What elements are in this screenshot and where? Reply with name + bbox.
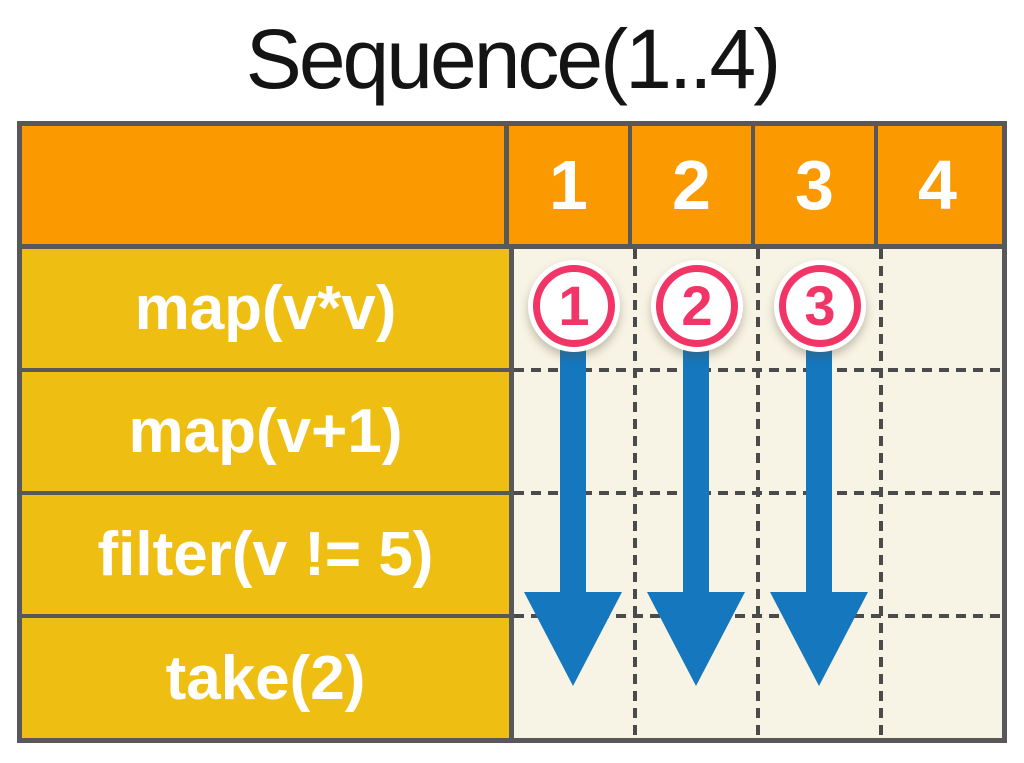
data-grid: 1 2 3 xyxy=(514,249,1002,738)
step-badge-3: 3 xyxy=(774,260,866,352)
arrow-head-icon xyxy=(647,592,745,686)
flow-arrow-down-2 xyxy=(647,304,745,686)
step-badge-number: 3 xyxy=(804,274,836,337)
arrow-shaft xyxy=(560,304,586,596)
sequence-table: 1 2 3 4 map(v*v) map(v+1) filter(v != 5)… xyxy=(17,121,1007,743)
dashed-row-gridline-3 xyxy=(514,614,1002,618)
row-label-take: take(2) xyxy=(22,614,509,738)
column-header-1: 1 xyxy=(549,146,588,224)
column-header-2: 2 xyxy=(628,126,751,244)
flow-arrow-down-3 xyxy=(770,304,868,686)
step-badge-number: 1 xyxy=(558,274,590,337)
table-corner-cell xyxy=(22,126,509,244)
arrow-shaft xyxy=(683,304,709,596)
flow-arrow-down-1 xyxy=(524,304,622,686)
slide-title: Sequence(1..4) xyxy=(245,12,781,106)
arrow-shaft xyxy=(806,304,832,596)
step-badge-1: 1 xyxy=(528,260,620,352)
step-badge-number: 2 xyxy=(681,274,713,337)
column-header-3: 3 xyxy=(751,126,874,244)
table-header-row: 1 2 3 4 xyxy=(22,126,1002,249)
row-label-map-plus1: map(v+1) xyxy=(22,368,509,491)
step-badge-2: 2 xyxy=(651,260,743,352)
row-label-filter: filter(v != 5) xyxy=(22,491,509,614)
arrow-head-icon xyxy=(524,592,622,686)
column-header-4: 4 xyxy=(874,126,997,244)
label-data-divider xyxy=(509,249,514,738)
operation-label-column: map(v*v) map(v+1) filter(v != 5) take(2) xyxy=(22,249,509,738)
dashed-row-gridline-2 xyxy=(514,491,1002,495)
dashed-row-gridline-1 xyxy=(514,368,1002,372)
row-label-map-square: map(v*v) xyxy=(134,274,397,343)
table-body: map(v*v) map(v+1) filter(v != 5) take(2) xyxy=(22,249,1002,738)
arrow-head-icon xyxy=(770,592,868,686)
